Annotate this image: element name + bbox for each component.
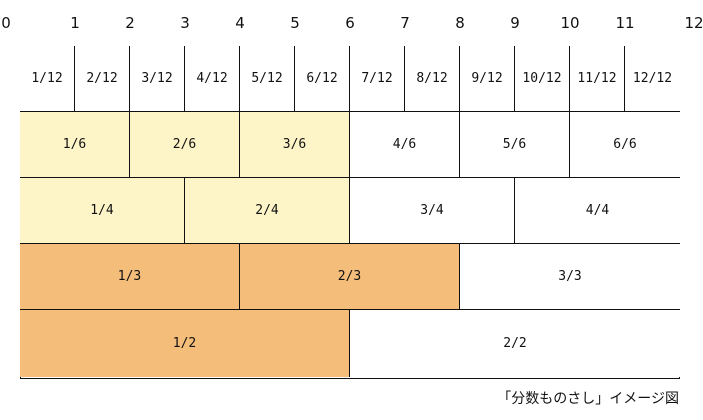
- cell-fourths-3: 3/4: [350, 178, 515, 244]
- scale-tick-4: 4: [235, 14, 245, 32]
- cell-sixths-5: 5/6: [460, 112, 570, 178]
- cell-sixths-2: 2/6: [130, 112, 240, 178]
- cell-twelfths-12: 12/12: [625, 46, 680, 112]
- scale-tick-9: 9: [510, 14, 520, 32]
- cell-twelfths-9: 9/12: [460, 46, 515, 112]
- cell-sixths-6: 6/6: [570, 112, 680, 178]
- row-sixths: 1/6 2/6 3/6 4/6 5/6 6/6: [20, 112, 680, 178]
- cell-fourths-4: 4/4: [515, 178, 680, 244]
- cell-twelfths-3: 3/12: [130, 46, 185, 112]
- row-thirds: 1/3 2/3 3/3: [20, 244, 680, 310]
- cell-sixths-4: 4/6: [350, 112, 460, 178]
- scale-tick-8: 8: [455, 14, 465, 32]
- cell-fourths-1: 1/4: [20, 178, 185, 244]
- row-fourths: 1/4 2/4 3/4 4/4: [20, 178, 680, 244]
- cell-halves-2: 2/2: [350, 310, 680, 377]
- scale-tick-5: 5: [290, 14, 300, 32]
- fraction-strips: 1/12 2/12 3/12 4/12 5/12 6/12 7/12 8/12 9/12 10/1…: [20, 46, 680, 379]
- cell-twelfths-11: 11/12: [570, 46, 625, 112]
- cell-thirds-2: 2/3: [240, 244, 460, 310]
- row-twelfths: 1/12 2/12 3/12 4/12 5/12 6/12 7/12 8/12 9/12 10/1…: [20, 46, 680, 112]
- cell-twelfths-2: 2/12: [75, 46, 130, 112]
- cell-fourths-2: 2/4: [185, 178, 350, 244]
- cell-sixths-1: 1/6: [20, 112, 130, 178]
- scale-tick-1: 1: [70, 14, 80, 32]
- cell-twelfths-8: 8/12: [405, 46, 460, 112]
- scale-tick-2: 2: [125, 14, 135, 32]
- cell-twelfths-10: 10/12: [515, 46, 570, 112]
- scale-tick-0: 0: [1, 14, 11, 32]
- scale-tick-11: 11: [615, 14, 635, 32]
- scale-tick-12: 12: [684, 14, 703, 32]
- cell-twelfths-4: 4/12: [185, 46, 240, 112]
- cell-twelfths-5: 5/12: [240, 46, 295, 112]
- cell-thirds-3: 3/3: [460, 244, 680, 310]
- scale-tick-3: 3: [180, 14, 190, 32]
- scale-tick-10: 10: [560, 14, 580, 32]
- cell-sixths-3: 3/6: [240, 112, 350, 178]
- scale-ruler: 0 1 2 3 4 5 6 7 8 9 10 11 12: [0, 0, 703, 40]
- cell-twelfths-1: 1/12: [20, 46, 75, 112]
- scale-tick-7: 7: [400, 14, 410, 32]
- cell-halves-1: 1/2: [20, 310, 350, 377]
- cell-twelfths-7: 7/12: [350, 46, 405, 112]
- cell-twelfths-6: 6/12: [295, 46, 350, 112]
- caption: 「分数ものさし」イメージ図: [497, 391, 679, 407]
- scale-tick-6: 6: [345, 14, 355, 32]
- cell-thirds-1: 1/3: [20, 244, 240, 310]
- row-halves: 1/2 2/2: [20, 310, 680, 377]
